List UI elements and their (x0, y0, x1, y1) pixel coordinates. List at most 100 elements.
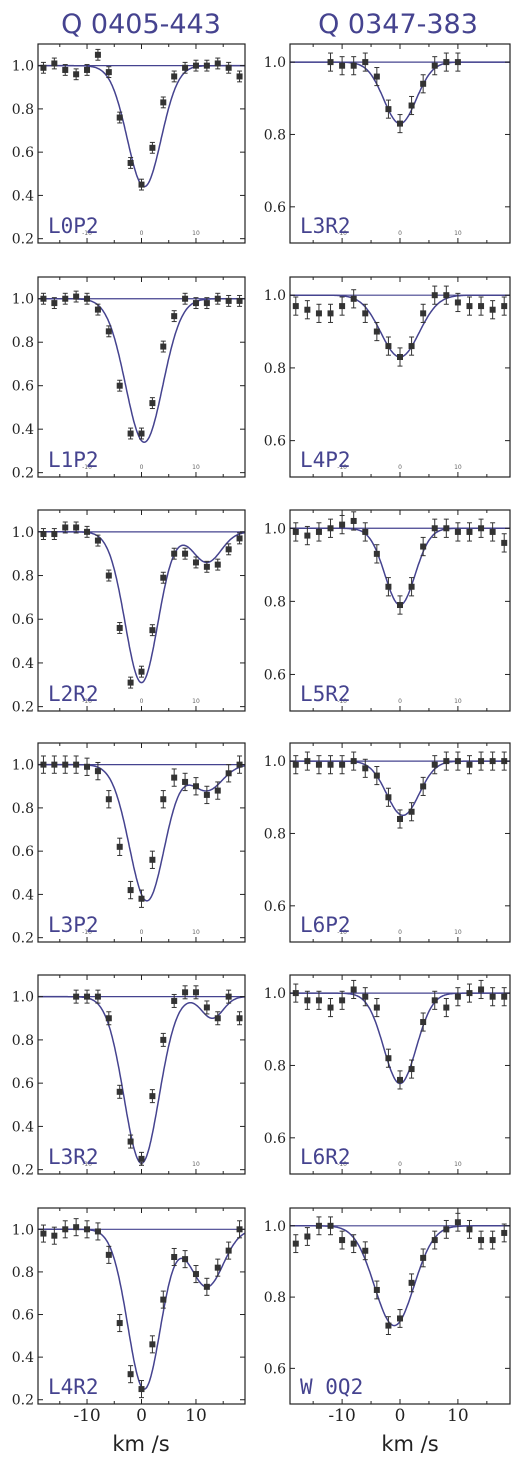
fit-curve (290, 992, 510, 1085)
x-tick-label: -10 (337, 464, 347, 471)
data-point (408, 808, 415, 815)
data-point (350, 62, 357, 69)
data-point (327, 1004, 334, 1011)
fit-curve (38, 297, 245, 443)
y-tick-label: 0.6 (12, 145, 34, 161)
data-point (431, 997, 438, 1004)
data-point (182, 778, 189, 785)
data-point (339, 62, 346, 69)
data-point (40, 295, 47, 302)
data-point (192, 559, 199, 566)
data-point (171, 1254, 178, 1260)
data-point (454, 528, 461, 535)
data-point (350, 1240, 357, 1247)
data-point (489, 758, 496, 765)
data-point (315, 997, 322, 1004)
y-tick-label: 0.4 (12, 188, 34, 204)
data-point (466, 1226, 473, 1233)
data-point (431, 761, 438, 768)
data-point (73, 524, 80, 531)
data-point (304, 306, 311, 313)
y-tick-label: 0.4 (12, 656, 34, 672)
x-tick-label: 0 (140, 1161, 144, 1168)
data-point (203, 1004, 210, 1011)
spectrum-panel-l4p2: 0.6 0.8 1.0 -10 0 10 L4P2 (264, 276, 511, 478)
spectrum-panel-l6r2: 0.6 0.8 1.0 -10 0 10 L6R2 (264, 974, 511, 1175)
data-point (138, 430, 145, 437)
data-point (73, 993, 80, 1000)
data-point (408, 102, 415, 109)
data-point (203, 1283, 210, 1290)
spectrum-panel-l6p2: 0.6 0.8 1.0 -10 0 10 L6P2 (264, 742, 511, 943)
data-point (478, 525, 485, 532)
data-point (292, 1240, 299, 1247)
y-tick-label: 1.0 (264, 754, 286, 770)
data-point (51, 761, 58, 768)
data-point (171, 313, 178, 320)
data-point (373, 328, 380, 335)
data-point (362, 765, 369, 772)
y-tick-label: 0.4 (12, 1350, 34, 1366)
data-point (454, 299, 461, 306)
data-point (478, 986, 485, 993)
data-point (40, 531, 47, 538)
data-point (225, 64, 232, 71)
x-tick-label: 0 (140, 698, 144, 705)
data-point (182, 295, 189, 302)
data-point (160, 1296, 167, 1303)
spectrum-panel-l4r2: 0.2 0.4 0.6 0.8 1.0 -10 0 10 L4R2 (12, 1207, 246, 1426)
data-point (327, 1222, 334, 1229)
data-point (501, 1229, 508, 1236)
data-point (304, 532, 311, 539)
data-point (182, 550, 189, 557)
data-point (350, 517, 357, 524)
data-point (236, 1015, 243, 1022)
panel-label: L4R2 (48, 1375, 99, 1399)
y-tick-label: 0.6 (12, 1308, 34, 1324)
data-point (431, 62, 438, 69)
data-point (160, 796, 167, 803)
data-point (171, 550, 178, 557)
x-tick-label: 0 (398, 1161, 402, 1168)
data-point (214, 561, 221, 568)
y-tick-label: 1.0 (264, 55, 286, 71)
y-tick-label: 0.8 (12, 801, 34, 817)
data-point (40, 1230, 47, 1237)
data-point (385, 1055, 392, 1062)
data-point (501, 758, 508, 765)
data-point (431, 292, 438, 299)
column-title-left: Q 0405-443 (61, 9, 221, 40)
data-point (116, 382, 123, 389)
panel-frame (37, 509, 246, 712)
data-point (225, 546, 232, 553)
y-tick-label: 0.6 (264, 200, 286, 216)
data-point (385, 343, 392, 350)
y-tick-label: 0.2 (12, 700, 34, 716)
data-point (171, 73, 178, 80)
y-tick-label: 0.6 (12, 379, 34, 395)
data-point (327, 761, 334, 768)
data-point (327, 59, 334, 66)
y-tick-label: 0.8 (264, 1058, 286, 1074)
data-point (62, 1226, 69, 1233)
data-point (203, 300, 210, 307)
data-point (501, 539, 508, 546)
x-axis-label-right: km /s (381, 1432, 438, 1456)
data-point (339, 303, 346, 310)
spectrum-panel-l2r2: 0.2 0.4 0.6 0.8 1.0 -10 0 10 L2R2 (12, 509, 246, 716)
data-point (236, 535, 243, 542)
data-point (127, 887, 134, 894)
x-tick-label: -10 (337, 1161, 347, 1168)
data-point (420, 783, 427, 790)
data-point (466, 761, 473, 768)
y-tick-label: 0.6 (12, 844, 34, 860)
data-point (420, 1254, 427, 1261)
y-tick-label: 0.4 (12, 1119, 34, 1135)
data-point (127, 1138, 134, 1145)
data-point (182, 1256, 189, 1263)
data-point (454, 758, 461, 765)
data-point (138, 1386, 145, 1393)
data-point (116, 1320, 123, 1327)
x-axis-label-left: km /s (112, 1432, 169, 1456)
